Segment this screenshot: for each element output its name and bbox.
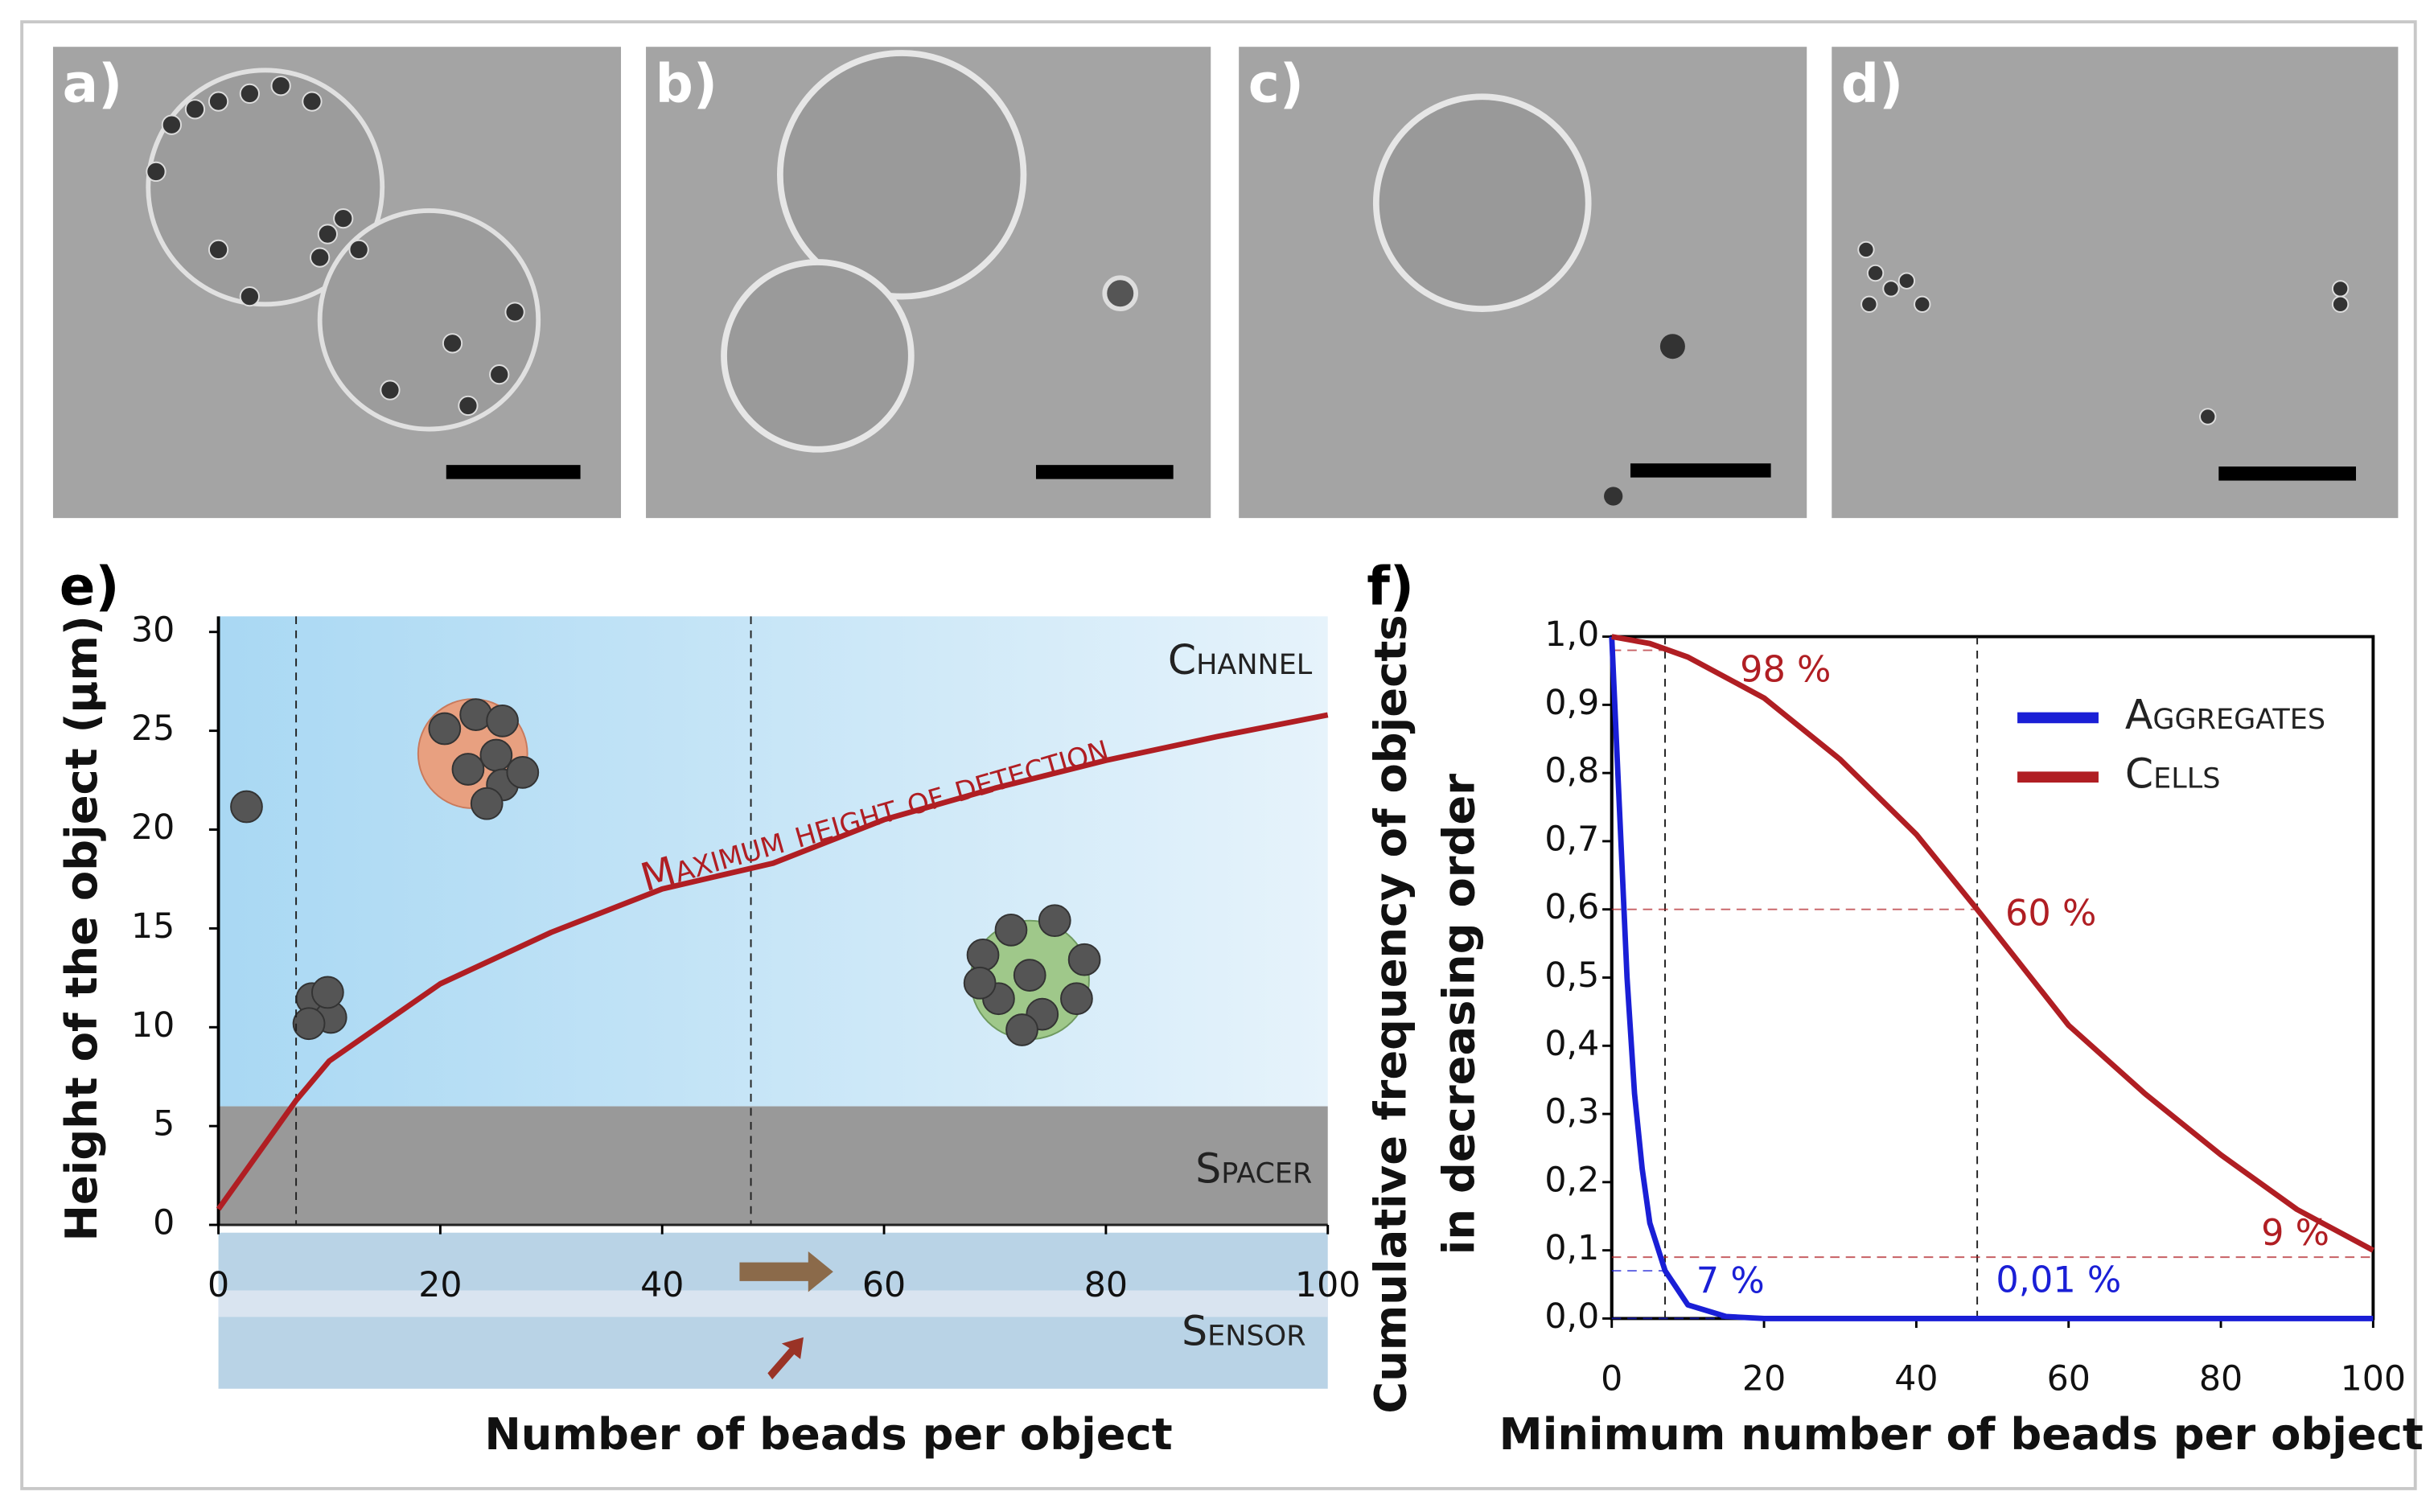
bead: [506, 756, 540, 789]
y-tick-label: 30: [131, 610, 175, 650]
series-line: [1609, 636, 2374, 1321]
bead: [994, 913, 1028, 947]
plots: Channel Spacer Sensor 0 5 10 15 20 25 30 0 20 40 60 80…: [56, 555, 2424, 1460]
x-tick-label: 0: [208, 1265, 229, 1305]
y-axis-label: Cumulative frequency of objects: [1365, 614, 1416, 1413]
y-tick-label: 0,7: [1544, 819, 1599, 859]
x-tick-label: 40: [1894, 1359, 1938, 1399]
y-tick-label: 0,4: [1544, 1024, 1599, 1064]
annotation: 60 %: [2005, 892, 2096, 934]
y-tick-label: 25: [131, 709, 175, 749]
y-axis-label: in decreasing order: [1434, 774, 1485, 1255]
bead: [479, 738, 513, 772]
micrographs: [52, 47, 2399, 519]
x-tick-label: 0: [1601, 1359, 1622, 1399]
y-tick-label: 5: [153, 1104, 175, 1144]
arrow: [767, 1337, 804, 1380]
x-axis-label: Minimum number of beads per object: [1499, 1409, 2424, 1460]
arrow: [739, 1251, 833, 1292]
scale-bar: [446, 465, 581, 479]
panel-label: f): [1367, 555, 1414, 617]
legend-label: Cells: [2125, 750, 2221, 798]
y-tick-label: 10: [131, 1005, 175, 1046]
cell: [146, 68, 385, 307]
annotation: 98 %: [1740, 649, 1831, 691]
bead: [310, 976, 344, 1009]
y-tick-label: 0,2: [1544, 1160, 1599, 1200]
panel-label: e): [60, 555, 120, 617]
beads: [1857, 240, 2350, 425]
bead: [1013, 959, 1046, 992]
y-axis-label: Height of the object (µm): [56, 615, 107, 1241]
y-tick-label: 0,3: [1544, 1092, 1599, 1132]
x-tick-label: 100: [2341, 1359, 2406, 1399]
bead: [1038, 904, 1071, 938]
micrograph-d: [1832, 47, 2399, 519]
x-tick-label: 80: [1084, 1265, 1128, 1305]
x-tick-label: 20: [418, 1265, 462, 1305]
x-axis-label: Number of beads per object: [484, 1409, 1172, 1460]
panel-label: a): [63, 53, 123, 115]
bead: [486, 704, 519, 738]
series-line: [1611, 634, 2374, 1253]
y-tick-label: 0,9: [1544, 683, 1599, 723]
region: [218, 1106, 1328, 1226]
beads: [146, 76, 525, 417]
sensor-label: Sensor: [1182, 1307, 1305, 1354]
y-tick-label: 0,6: [1544, 887, 1599, 927]
region-label: Channel: [1168, 636, 1313, 684]
bead: [428, 712, 462, 746]
bead: [1067, 943, 1101, 976]
annotation: 9 %: [2261, 1212, 2329, 1254]
annotation: 0,01 %: [1996, 1259, 2121, 1301]
series-line: [216, 712, 1329, 1211]
y-tick-label: 0,5: [1544, 955, 1599, 996]
bead: [1604, 487, 1623, 506]
x-tick-label: 60: [862, 1265, 906, 1305]
bead: [1060, 982, 1093, 1016]
bead: [451, 753, 485, 786]
region-label: Spacer: [1195, 1145, 1312, 1193]
cell: [776, 50, 1027, 300]
cell: [1372, 93, 1592, 313]
panel-label: b): [656, 53, 717, 115]
bead: [230, 790, 263, 824]
x-tick-label: 20: [1742, 1359, 1786, 1399]
y-tick-label: 20: [131, 807, 175, 848]
y-tick-label: 15: [131, 906, 175, 947]
bead: [470, 787, 504, 820]
panel-label: d): [1841, 53, 1903, 115]
annotation: 7 %: [1696, 1260, 1765, 1302]
bead: [1659, 334, 1685, 360]
sensor-band: [218, 1290, 1328, 1317]
x-tick-label: 60: [2047, 1359, 2091, 1399]
bead: [963, 966, 997, 1000]
y-tick-label: 1,0: [1544, 614, 1599, 655]
x-tick-label: 40: [640, 1265, 684, 1305]
y-tick-label: 0,8: [1544, 751, 1599, 791]
y-tick-label: 0,0: [1544, 1296, 1599, 1337]
panel-label: c): [1248, 53, 1304, 115]
bead: [292, 1007, 326, 1041]
bead: [1005, 1013, 1038, 1046]
scale-bar: [1035, 465, 1174, 479]
y-tick-label: 0,1: [1544, 1228, 1599, 1268]
panel-labels: a) b) c) d): [63, 53, 1904, 115]
x-tick-label: 80: [2199, 1359, 2243, 1399]
cell: [317, 208, 541, 432]
y-tick-label: 0: [153, 1203, 175, 1243]
cell: [721, 259, 915, 453]
x-tick-label: 100: [1295, 1265, 1360, 1305]
scale-bar: [1630, 463, 1771, 478]
legend-label: Aggregates: [2125, 691, 2325, 738]
bead: [1102, 275, 1139, 312]
bead: [966, 938, 1000, 972]
scale-bar: [2218, 466, 2357, 481]
